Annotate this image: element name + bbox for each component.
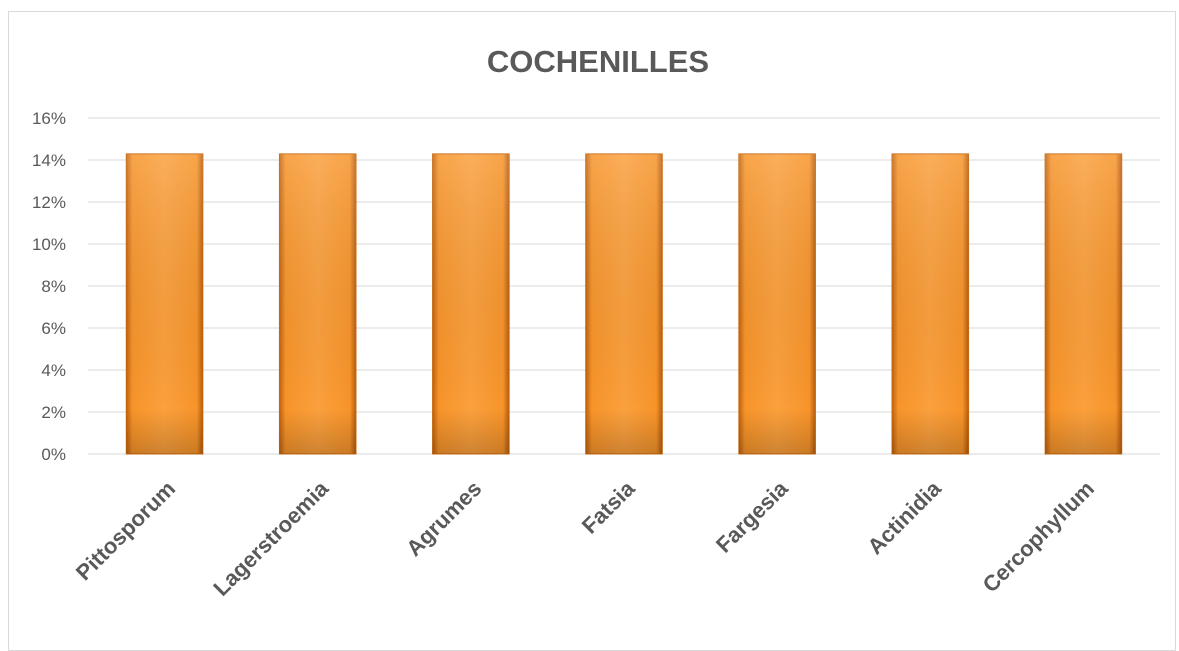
y-tick-label: 2% [41,403,66,422]
y-tick-label: 6% [41,319,66,338]
x-category-label: Actinidia [862,475,946,559]
bar [278,153,357,455]
y-tick-label: 14% [32,151,66,170]
bar [432,153,510,455]
y-tick-label: 10% [32,235,66,254]
y-tick-label: 0% [41,445,66,464]
bar-shade [738,153,816,454]
y-tick-label: 16% [32,109,66,128]
y-tick-label: 4% [41,361,66,380]
x-category-label: Lagerstroemia [208,475,333,600]
x-axis-labels: Pittosporum Lagerstroemia Agrumes Fatsia Far… [71,475,1099,600]
bar-shade [279,153,356,454]
y-axis-ticks: 0% 2% 4% 6% 8% 10% 12% 14% 16% [32,109,66,464]
bar [891,153,970,455]
bars [125,153,1123,455]
x-category-label: Fargesia [711,475,793,557]
bar [738,153,816,455]
bar-shade [892,153,969,454]
bar-shade [126,153,203,454]
x-category-label: Fatsia [577,475,640,538]
x-category-label: Agrumes [401,476,486,561]
bar-shade [585,153,663,454]
x-category-label: Cercophyllum [978,476,1099,597]
x-category-label: Pittosporum [71,476,180,585]
bar-shade [432,153,510,454]
bar [585,153,663,455]
chart-title: COCHENILLES [487,44,709,79]
bar [1044,153,1123,455]
bar [125,153,204,455]
y-tick-label: 8% [41,277,66,296]
y-tick-label: 12% [32,193,66,212]
bar-shade [1045,153,1122,454]
